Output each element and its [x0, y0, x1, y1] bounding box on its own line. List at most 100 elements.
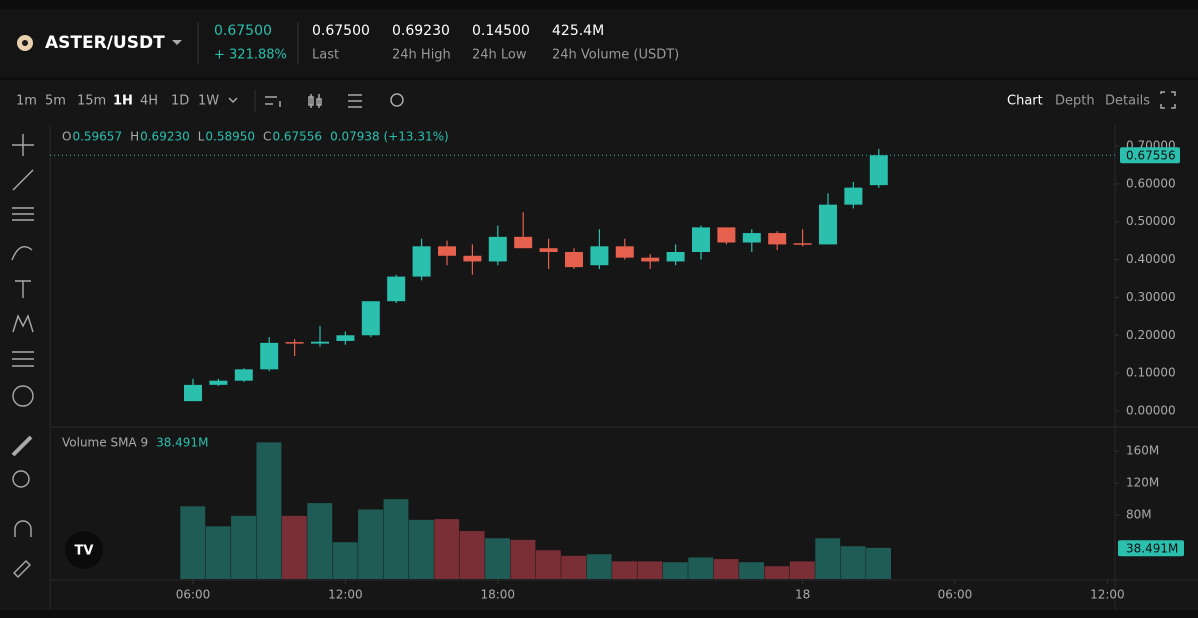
- interval-dropdown[interactable]: [228, 97, 238, 104]
- volume-y-tick-label: 160M: [1126, 444, 1159, 458]
- volume-bar: [789, 561, 815, 580]
- ohlc-value: 0.69230: [140, 130, 190, 144]
- candle-body: [666, 251, 685, 262]
- x-tick-label: 06:00: [176, 588, 211, 602]
- x-tick-label: 12:00: [328, 588, 363, 602]
- candle-body: [818, 204, 837, 245]
- lock-tool[interactable]: [13, 560, 31, 578]
- x-tick-label: 18: [795, 588, 810, 602]
- interval-button[interactable]: 1H: [113, 94, 133, 109]
- drawing-toolbar: [11, 134, 34, 578]
- stat-value: 0.69230: [392, 23, 450, 39]
- candle-body: [641, 257, 660, 262]
- volume-bar: [485, 538, 510, 580]
- candle-body: [844, 187, 863, 205]
- volume-bar: [713, 559, 739, 580]
- volume-bar: [434, 519, 460, 580]
- candle-body: [183, 384, 202, 402]
- coin-icon-center: [22, 40, 28, 46]
- view-tab[interactable]: Details: [1105, 94, 1150, 109]
- volume-bar: [256, 442, 282, 580]
- pair[interactable]: ASTER/USDT: [45, 33, 165, 53]
- projection-tool[interactable]: [12, 351, 34, 367]
- candle-body: [310, 341, 329, 344]
- stat-label: 24h Volume (USDT): [552, 48, 679, 63]
- view-tab[interactable]: Depth: [1055, 94, 1095, 109]
- volume-bar: [866, 547, 891, 580]
- volume-bar: [358, 509, 383, 580]
- header-bar: [0, 9, 1198, 77]
- candle-body: [387, 276, 406, 302]
- ohlc-value: 0.58950: [205, 130, 255, 144]
- ohlc-change: 0.07938 (+13.31%): [330, 130, 449, 144]
- volume-bar: [510, 539, 536, 580]
- pair-dropdown[interactable]: [172, 40, 182, 45]
- fib-tool[interactable]: [12, 207, 34, 221]
- candle-body: [793, 243, 812, 245]
- y-tick-label: 0.20000: [1126, 328, 1176, 342]
- x-tick-label: 18:00: [480, 588, 515, 602]
- candle-body: [691, 227, 710, 252]
- interval-button[interactable]: 1m: [16, 94, 37, 109]
- volume-bar: [281, 515, 307, 580]
- line-tool[interactable]: [12, 169, 34, 191]
- text-tool[interactable]: [15, 280, 31, 298]
- crosshair-tool[interactable]: [12, 134, 34, 156]
- volume-bar: [688, 557, 714, 580]
- ohlc-key: C: [263, 130, 271, 144]
- y-tick-label: 0.00000: [1126, 403, 1176, 417]
- volume-sma-value: 38.491M: [156, 436, 208, 450]
- settings-icon[interactable]: [390, 93, 404, 107]
- interval-button[interactable]: 4H: [140, 94, 158, 109]
- volume-bar: [764, 566, 790, 580]
- stat-label: 24h Low: [472, 48, 527, 63]
- candle-body: [717, 227, 736, 243]
- ruler-tool[interactable]: [11, 435, 33, 457]
- interval-button[interactable]: 1D: [171, 94, 189, 109]
- price-change: + 321.88%: [214, 48, 287, 63]
- fullscreen-icon[interactable]: [1160, 91, 1176, 109]
- volume-bar: [637, 561, 663, 580]
- x-tick-label: 12:00: [1090, 588, 1125, 602]
- ohlc-value: 0.67556: [272, 130, 322, 144]
- stat-value: 425.4M: [552, 23, 604, 39]
- view-tab[interactable]: Chart: [1007, 94, 1043, 109]
- candle-body: [488, 236, 507, 262]
- brush-tool[interactable]: [11, 246, 33, 261]
- volume-bar: [815, 538, 841, 580]
- volume-bar: [739, 562, 764, 580]
- volume-bar: [231, 515, 256, 580]
- stat-label: Last: [312, 48, 339, 63]
- candle-body: [437, 246, 456, 256]
- volume-bar: [180, 506, 206, 580]
- last-price-tag: [1120, 147, 1180, 164]
- volume-bar: [307, 503, 333, 580]
- zoom-tool[interactable]: [12, 470, 30, 488]
- candle-body: [234, 369, 253, 381]
- volume-sma-tag: [1118, 540, 1184, 557]
- candle-body: [590, 246, 609, 266]
- emoji-tool[interactable]: [12, 385, 34, 407]
- volume-bar: [408, 519, 434, 580]
- candle-type-icon[interactable]: [308, 94, 322, 108]
- volume-bar: [332, 542, 358, 580]
- interval-button[interactable]: 1W: [198, 94, 219, 109]
- volume-bar: [205, 526, 231, 580]
- pattern-tool[interactable]: [12, 314, 34, 333]
- ohlc-value: 0.59657: [72, 130, 122, 144]
- candle-body: [615, 246, 634, 258]
- candle-body: [336, 335, 355, 341]
- candle-body: [514, 236, 533, 249]
- volume-bar: [535, 550, 561, 580]
- interval-button[interactable]: 15m: [77, 94, 106, 109]
- volume-bar: [561, 555, 587, 580]
- y-tick-label: 0.10000: [1126, 366, 1176, 380]
- volume-bar: [662, 562, 688, 580]
- x-tick-label: 06:00: [938, 588, 973, 602]
- interval-button[interactable]: 5m: [45, 94, 66, 109]
- magnet-tool[interactable]: [14, 520, 32, 537]
- indicator-icon[interactable]: [265, 96, 281, 107]
- template-icon[interactable]: [348, 94, 362, 108]
